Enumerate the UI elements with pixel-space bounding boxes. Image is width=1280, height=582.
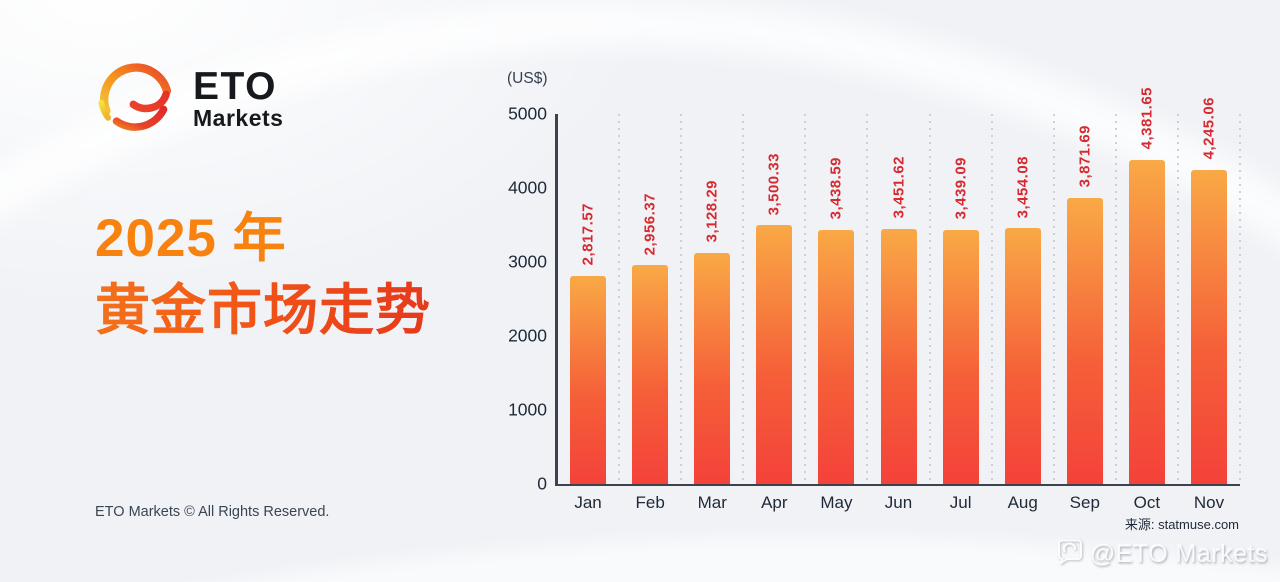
bar-jan: [570, 275, 607, 484]
bar-apr: [756, 224, 793, 484]
bar-value-label: 3,454.08: [1014, 156, 1032, 219]
bar-value-label: 4,245.06: [1200, 97, 1218, 160]
vertical-gridline: [1176, 114, 1179, 484]
eto-markets-logo: ETO Markets: [93, 50, 283, 147]
title-year: 2025 年: [95, 209, 287, 268]
y-axis-unit-label: (US$): [507, 70, 548, 87]
bar-mar: [694, 252, 731, 484]
vertical-gridline: [680, 114, 683, 484]
bar-cell-feb: 2,956.37 Feb: [619, 114, 683, 512]
x-tick-label: Feb: [635, 493, 665, 512]
vertical-gridline: [990, 114, 993, 484]
eto-swirl-icon: [93, 50, 177, 147]
bar-cell-mar: 3,128.29 Mar: [681, 114, 745, 512]
y-tick-label: 0: [537, 473, 547, 494]
vertical-gridline: [618, 114, 621, 484]
y-axis-line: [555, 114, 558, 484]
vertical-gridline: [742, 114, 745, 484]
vertical-gridline: [928, 114, 931, 484]
x-axis-line: [555, 483, 1240, 486]
bar-cell-aug: 3,454.08 Aug: [992, 114, 1055, 512]
y-tick-label: 2000: [508, 325, 547, 346]
bar-chart-plot-area: 2,817.57 Jan 2,956.37 Feb 3,128.29 Mar 3,500.3…: [555, 87, 1242, 512]
vertical-gridline: [804, 114, 807, 484]
bar-value-label: 4,381.65: [1138, 87, 1156, 150]
bar-cell-jun: 3,451.62 Jun: [867, 114, 931, 512]
bar-oct: [1128, 159, 1165, 484]
logo-markets-text: Markets: [193, 105, 284, 131]
logo-wordmark: ETO Markets: [193, 67, 283, 130]
bar-may: [818, 229, 855, 484]
bar-nov: [1190, 169, 1227, 484]
vertical-gridline: [1239, 114, 1242, 484]
bar-value-label: 3,438.59: [827, 157, 845, 220]
bar-value-label: 3,439.09: [952, 157, 970, 220]
bar-feb: [632, 265, 669, 484]
bar-value-label: 2,956.37: [641, 192, 659, 256]
x-tick-label: May: [820, 493, 853, 512]
x-tick-label: Mar: [697, 493, 727, 512]
bar-value-label: 3,128.29: [703, 180, 721, 243]
bar-cell-jan: 2,817.57 Jan: [557, 114, 621, 512]
bar-jul: [942, 229, 979, 484]
bar-cell-apr: 3,500.33 Apr: [743, 114, 807, 512]
watermark: @ETO Markets: [1057, 538, 1268, 571]
x-tick-label: Apr: [761, 493, 788, 512]
bar-cell-oct: 4,381.65 Oct: [1116, 87, 1179, 512]
copyright-text: ETO Markets © All Rights Reserved.: [95, 504, 330, 520]
vertical-gridline: [1114, 114, 1117, 484]
logo-eto-text: ETO: [193, 65, 277, 108]
y-tick-label: 3000: [508, 251, 547, 272]
bar-value-label: 2,817.57: [579, 203, 597, 266]
x-tick-label: Jan: [574, 493, 602, 512]
x-tick-label: Jul: [949, 493, 972, 512]
data-source-note: 来源: statmuse.com: [1124, 517, 1239, 532]
bar-value-label: 3,871.69: [1076, 125, 1094, 188]
vertical-gridline: [1052, 114, 1055, 484]
eto-bubble-icon: [1057, 538, 1083, 571]
y-tick-label: 4000: [508, 177, 547, 198]
x-tick-label: Oct: [1133, 493, 1161, 512]
title-subject: 黄金市场走势: [95, 274, 431, 347]
bar-cell-sep: 3,871.69 Sep: [1054, 114, 1117, 512]
bar-cell-may: 3,438.59 May: [805, 114, 869, 512]
bar-jun: [880, 228, 917, 484]
y-tick-label: 5000: [508, 103, 547, 124]
x-tick-label: Sep: [1069, 493, 1100, 512]
poster-title: 2025 年 黄金市场走势: [95, 204, 431, 347]
bar-value-label: 3,451.62: [890, 156, 908, 219]
watermark-text: @ETO Markets: [1089, 540, 1268, 568]
bar-aug: [1004, 228, 1041, 484]
bar-value-label: 3,500.33: [765, 152, 783, 215]
y-tick-label: 1000: [508, 399, 547, 420]
bar-chart-cells: 2,817.57 Jan 2,956.37 Feb 3,128.29 Mar 3,500.3…: [557, 87, 1242, 512]
x-tick-label: Aug: [1007, 493, 1038, 512]
vertical-gridline: [866, 114, 869, 484]
x-tick-label: Jun: [884, 493, 913, 512]
bar-cell-jul: 3,439.09 Jul: [930, 114, 993, 512]
x-tick-label: Nov: [1193, 493, 1225, 512]
y-axis-ticks: 0 1000 2000 3000 4000 5000: [497, 104, 547, 494]
bar-sep: [1066, 197, 1103, 484]
bar-cell-nov: 4,245.06 Nov: [1178, 97, 1242, 512]
